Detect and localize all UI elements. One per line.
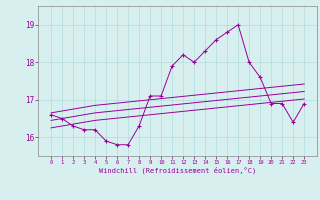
X-axis label: Windchill (Refroidissement éolien,°C): Windchill (Refroidissement éolien,°C) <box>99 167 256 174</box>
